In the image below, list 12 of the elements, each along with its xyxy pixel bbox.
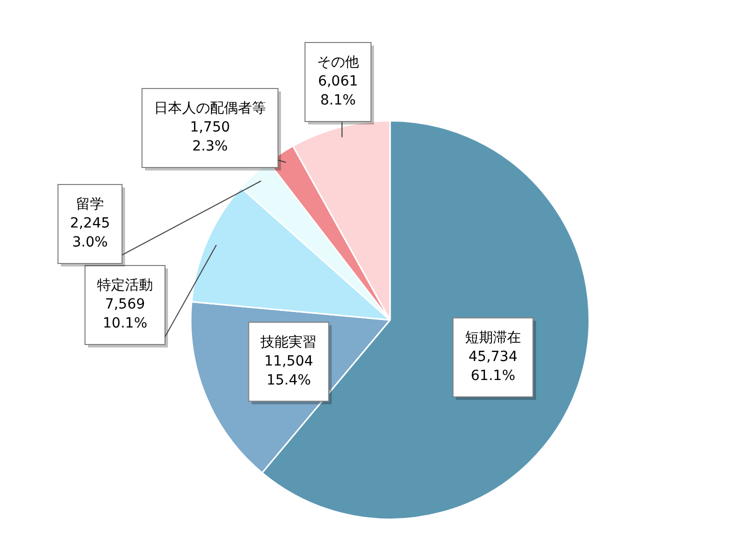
data-label: 7,569 10.1%	[102, 296, 148, 332]
slice-label: その他	[317, 54, 359, 71]
slice-label: 短期滞在	[465, 330, 522, 346]
data-label: 1,750 2.3%	[190, 120, 230, 155]
slice-label: 技能実習	[260, 334, 317, 350]
slice-label: 日本人の配偶者等	[154, 100, 266, 117]
slice-label: 特定活動	[97, 278, 153, 294]
slice-label: 留学	[76, 196, 104, 213]
data-label: 11,504 15.4%	[264, 353, 314, 388]
data-label: 2,245 3.0%	[70, 216, 110, 251]
data-label: 6,061 8.1%	[318, 74, 358, 109]
data-label: 45,734 61.1%	[468, 349, 518, 384]
